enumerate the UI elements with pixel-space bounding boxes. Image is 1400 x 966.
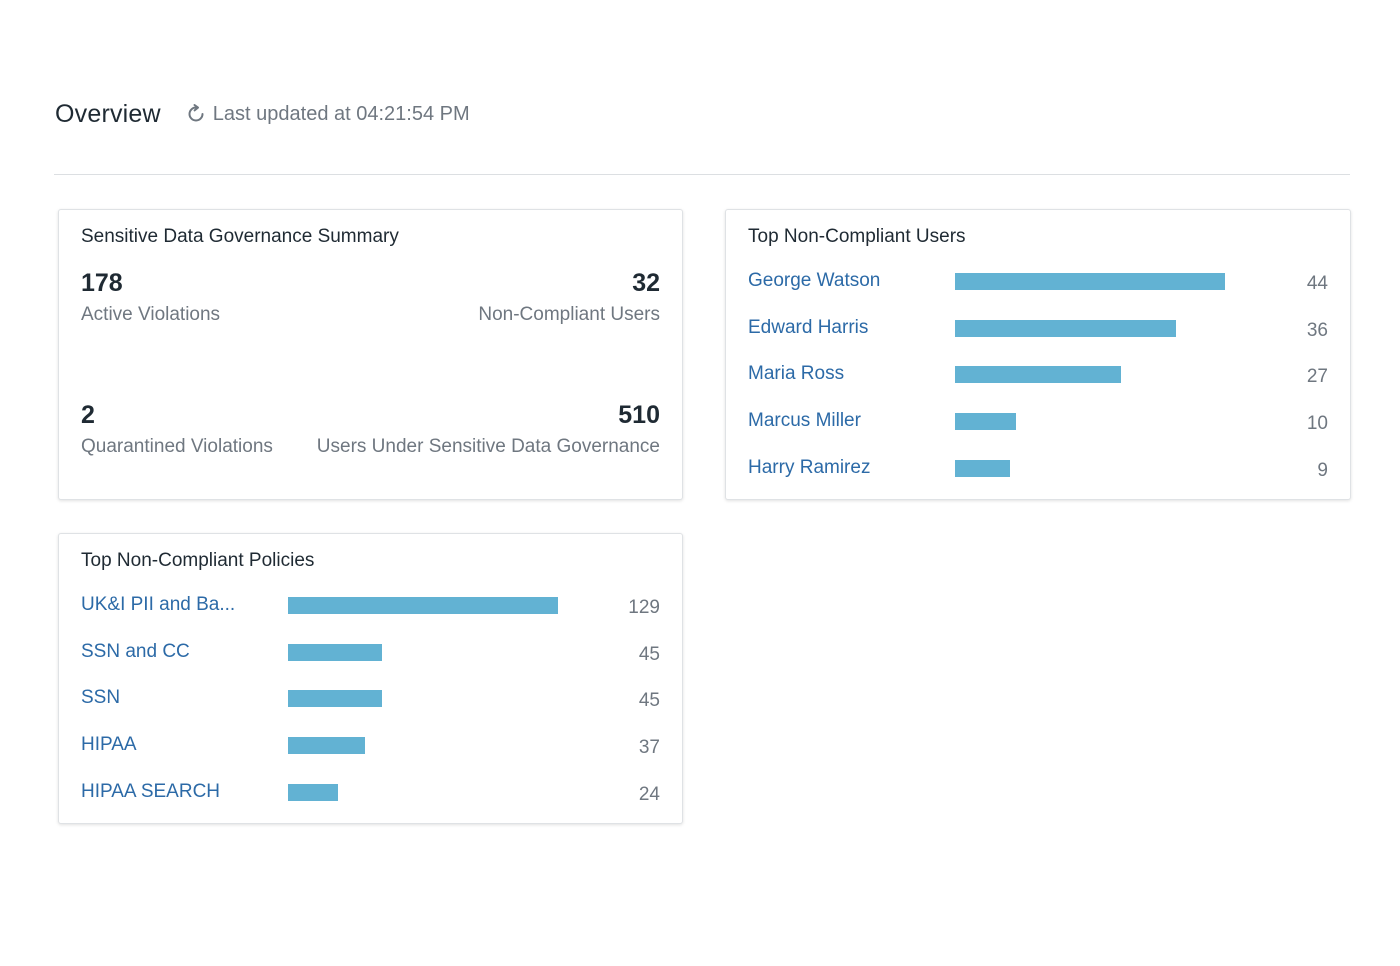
policy-count: 129 <box>628 597 660 618</box>
bar-track <box>288 644 558 661</box>
user-count: 44 <box>1306 273 1328 294</box>
user-link[interactable]: George Watson <box>748 270 881 291</box>
metric-label: Non-Compliant Users <box>478 304 660 325</box>
user-bar <box>955 273 1225 290</box>
user-count: 27 <box>1306 366 1328 387</box>
user-row: Maria Ross 27 <box>726 360 1350 390</box>
policy-row: SSN and CC 45 <box>59 638 682 668</box>
bar-track <box>955 413 1225 430</box>
user-bar <box>955 460 1010 477</box>
user-row: Harry Ramirez 9 <box>726 454 1350 484</box>
metric-value: 2 <box>81 401 95 429</box>
policy-row: HIPAA 37 <box>59 731 682 761</box>
policy-link[interactable]: SSN <box>81 687 121 708</box>
metric-value: 178 <box>81 269 123 297</box>
metric-quarantined-violations[interactable]: 2 Quarantined Violations <box>81 400 273 460</box>
metric-label: Quarantined Violations <box>81 436 273 457</box>
policy-row: HIPAA SEARCH 24 <box>59 778 682 808</box>
policy-count: 45 <box>638 690 660 711</box>
metric-users-under-governance[interactable]: 510 Users Under Sensitive Data Governanc… <box>317 400 660 460</box>
page-title: Overview <box>55 99 161 128</box>
policy-bar <box>288 597 558 614</box>
policy-count: 37 <box>638 737 660 758</box>
policy-link[interactable]: HIPAA <box>81 734 137 755</box>
user-row: Marcus Miller 10 <box>726 407 1350 437</box>
header-divider <box>54 174 1350 175</box>
user-link[interactable]: Marcus Miller <box>748 410 861 431</box>
policy-bar <box>288 690 382 707</box>
metric-label: Active Violations <box>81 304 221 325</box>
policy-count: 24 <box>638 784 660 805</box>
user-bar <box>955 320 1176 337</box>
user-count: 36 <box>1306 320 1328 341</box>
policy-link[interactable]: UK&I PII and Ba... <box>81 594 236 615</box>
metric-value: 510 <box>618 401 660 429</box>
top-policies-card: Top Non-Compliant Policies UK&I PII and … <box>58 533 683 824</box>
metric-non-compliant-users[interactable]: 32 Non-Compliant Users <box>478 268 660 328</box>
policy-bar <box>288 784 338 801</box>
refresh-icon[interactable] <box>185 103 207 125</box>
bar-track <box>955 320 1225 337</box>
user-count: 10 <box>1306 413 1328 434</box>
user-link[interactable]: Maria Ross <box>748 363 845 384</box>
governance-summary-card: Sensitive Data Governance Summary 178 Ac… <box>58 209 683 500</box>
user-bar <box>955 413 1016 430</box>
bar-track <box>288 690 558 707</box>
policy-bar <box>288 644 382 661</box>
policy-bar <box>288 737 365 754</box>
policy-link[interactable]: SSN and CC <box>81 641 190 662</box>
metric-active-violations[interactable]: 178 Active Violations <box>81 268 220 328</box>
user-row: Edward Harris 36 <box>726 314 1350 344</box>
metric-value: 32 <box>632 269 660 297</box>
user-link[interactable]: Harry Ramirez <box>748 457 871 478</box>
users-card-title: Top Non-Compliant Users <box>748 226 966 247</box>
bar-track <box>955 460 1225 477</box>
bar-track <box>288 784 558 801</box>
bar-track <box>288 737 558 754</box>
bar-track <box>955 366 1225 383</box>
page-header: Overview Last updated at 04:21:54 PM <box>55 96 470 132</box>
policies-card-title: Top Non-Compliant Policies <box>81 550 315 571</box>
policy-count: 45 <box>638 644 660 665</box>
bar-track <box>288 597 558 614</box>
user-bar <box>955 366 1121 383</box>
user-row: George Watson 44 <box>726 267 1350 297</box>
metric-label: Users Under Sensitive Data Governance <box>316 436 660 457</box>
policy-row: SSN 45 <box>59 684 682 714</box>
summary-card-title: Sensitive Data Governance Summary <box>81 226 399 247</box>
user-link[interactable]: Edward Harris <box>748 317 869 338</box>
top-users-card: Top Non-Compliant Users George Watson 44… <box>725 209 1351 500</box>
bar-track <box>955 273 1225 290</box>
policy-link[interactable]: HIPAA SEARCH <box>81 781 221 802</box>
last-updated-text: Last updated at 04:21:54 PM <box>212 102 470 125</box>
policy-row: UK&I PII and Ba... 129 <box>59 591 682 621</box>
user-count: 9 <box>1317 460 1328 481</box>
refresh-button[interactable]: Last updated at 04:21:54 PM <box>185 103 470 126</box>
